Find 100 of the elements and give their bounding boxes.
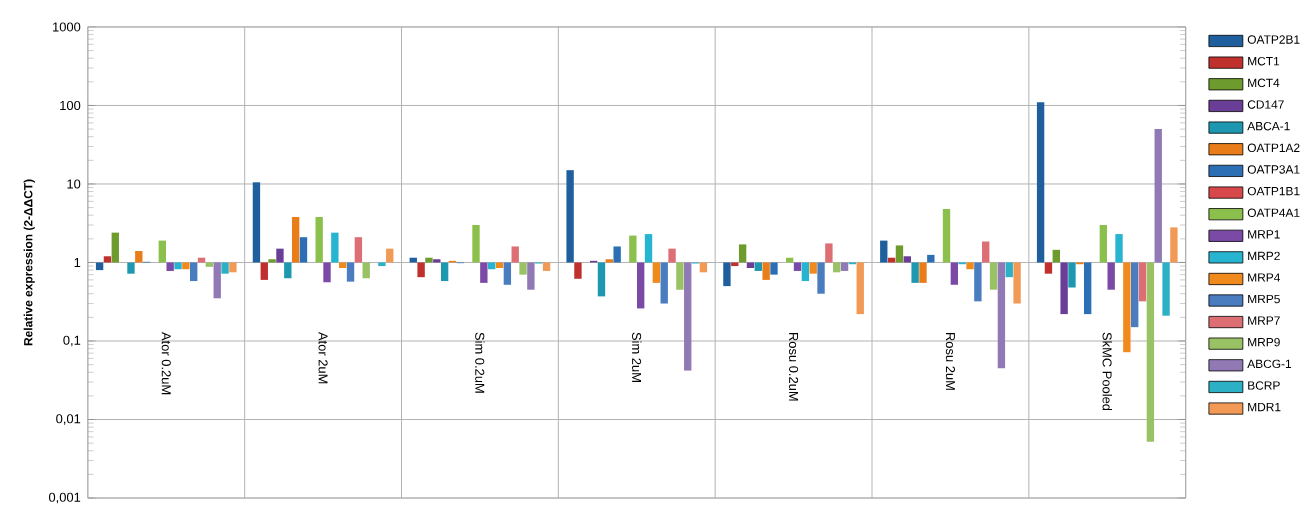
bar [919, 262, 927, 284]
bar [668, 248, 676, 263]
bar [425, 257, 433, 263]
bar [1131, 262, 1139, 328]
bar [495, 262, 504, 269]
bar [597, 262, 606, 297]
bar [1107, 262, 1115, 290]
legend-label: MCT4 [1248, 78, 1280, 88]
y-tick-label: 0,001 [48, 492, 81, 504]
bar [182, 262, 190, 270]
bar [895, 245, 904, 263]
bar [417, 262, 425, 278]
legend-label: MRP5 [1248, 295, 1280, 304]
legend-label: ABCA-1 [1247, 122, 1290, 131]
y-tick-label: 0,01 [56, 414, 81, 425]
bar [676, 262, 684, 290]
legend-label: OATP4A1 [1247, 208, 1300, 218]
x-tick-label: Sim 2uM [632, 332, 642, 383]
bar [1005, 262, 1013, 278]
bar [268, 259, 276, 263]
legend-label: BCRP [1248, 381, 1280, 390]
bar [229, 262, 237, 273]
bar [660, 262, 668, 304]
bar [1115, 234, 1123, 263]
x-tick-label: Rosu 0.2uM [789, 333, 799, 401]
bar [903, 256, 911, 263]
bar [315, 217, 323, 263]
bar [527, 262, 535, 290]
bar [378, 262, 386, 267]
legend-label: OATP2B1 [1247, 35, 1300, 44]
legend-label: MRP9 [1248, 338, 1280, 347]
y-tick-label: 1000 [53, 22, 81, 32]
legend-label: ABCG-1 [1247, 359, 1292, 369]
bar [291, 217, 300, 263]
bar [950, 262, 959, 285]
bar [205, 262, 214, 267]
bar [723, 262, 731, 287]
bar [190, 262, 198, 282]
bar [472, 225, 480, 263]
legend-label: MRP7 [1248, 316, 1280, 325]
bar [260, 262, 268, 281]
bar [1138, 262, 1147, 302]
y-tick-label: 10 [67, 179, 81, 189]
y-tick-label: 1 [74, 258, 81, 268]
bar [856, 262, 864, 315]
bar [1154, 129, 1162, 263]
bar [1170, 227, 1178, 263]
bar [95, 262, 104, 271]
bar [103, 256, 112, 263]
bar [213, 262, 221, 299]
legend-label: MRP1 [1248, 230, 1280, 239]
legend-label: OATP1B1 [1247, 187, 1300, 196]
x-tick-label: Ator 0.2uM [161, 332, 171, 395]
bar [1036, 102, 1045, 263]
bar [793, 262, 802, 272]
bar [770, 262, 778, 275]
y-axis-title: Relative expression (2-ΔΔCT) [23, 179, 35, 346]
bar [644, 234, 653, 263]
bar [699, 262, 708, 273]
bar [1162, 262, 1170, 316]
bar [809, 262, 817, 274]
bar [833, 262, 841, 273]
bar [982, 241, 990, 263]
bar [840, 262, 849, 272]
bar [652, 262, 661, 284]
bar [511, 246, 519, 263]
bar [825, 243, 833, 263]
bar [684, 262, 692, 371]
bar [174, 262, 182, 270]
bar [974, 262, 982, 302]
bar [911, 262, 919, 284]
bar [801, 262, 810, 282]
bar [284, 262, 292, 279]
bar [346, 262, 355, 282]
bar [997, 262, 1006, 369]
legend-label: MRP4 [1248, 273, 1281, 282]
bar [299, 237, 308, 263]
bar [1068, 262, 1076, 288]
bar [1083, 262, 1092, 315]
bar [817, 262, 825, 294]
bar [503, 262, 512, 285]
legend-label: OATP1A2 [1247, 143, 1300, 153]
bar [221, 262, 229, 274]
legend-label: MRP2 [1248, 251, 1280, 261]
bar [1052, 249, 1060, 263]
bar [440, 262, 449, 282]
bar [1099, 225, 1108, 263]
bar [613, 246, 621, 263]
y-tick-label: 100 [60, 101, 81, 111]
bar [542, 262, 551, 272]
bar [574, 262, 582, 279]
x-tick-label: Sim 0.2uM [475, 332, 485, 393]
bar [158, 240, 167, 263]
bar [331, 232, 339, 263]
bar [166, 262, 174, 272]
bar [762, 262, 770, 281]
bar [252, 182, 261, 263]
bar [135, 251, 143, 263]
bar [942, 209, 951, 263]
bar [731, 262, 739, 267]
